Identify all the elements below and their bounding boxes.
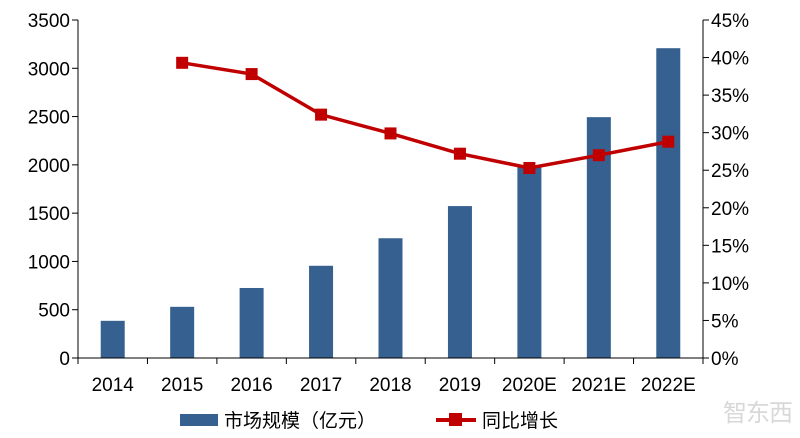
legend-line-label: 同比增长	[482, 410, 559, 432]
growth-marker-2020E	[523, 161, 536, 174]
legend: 市场规模（亿元） 同比增长	[180, 406, 558, 433]
right-tick-label: 25%	[711, 161, 749, 182]
growth-marker-2021E	[592, 149, 605, 162]
right-tick-label: 40%	[711, 49, 749, 70]
bar-2015	[170, 306, 195, 358]
left-tick-label: 3500	[28, 11, 70, 32]
legend-line-swatch	[436, 412, 477, 426]
left-tick-label: 1000	[28, 252, 70, 273]
growth-marker-2015	[176, 56, 189, 69]
left-tick-label: 0	[59, 349, 70, 370]
bar-2016	[239, 287, 264, 358]
right-tick-label: 10%	[711, 274, 749, 295]
legend-bar-label: 市场规模（亿元）	[224, 410, 377, 432]
x-tick-label: 2021E	[571, 375, 626, 396]
bar-2014	[100, 320, 125, 358]
right-tick-label: 5%	[711, 311, 739, 332]
watermark: 智东西	[723, 399, 793, 427]
bar-2022E	[656, 48, 681, 359]
x-tick-label: 2015	[161, 375, 203, 396]
bar-2018	[378, 238, 403, 358]
right-tick-label: 15%	[711, 236, 749, 257]
legend-bar-swatch	[180, 413, 218, 426]
growth-marker-2017	[315, 108, 328, 121]
right-tick-label: 0%	[711, 349, 739, 370]
x-tick-label: 2018	[369, 375, 411, 396]
left-tick-label: 2000	[28, 156, 70, 177]
right-tick-label: 20%	[711, 199, 749, 220]
x-tick-label: 2020E	[502, 375, 557, 396]
x-tick-label: 2022E	[641, 375, 696, 396]
x-tick-label: 2014	[92, 375, 135, 396]
growth-marker-2022E	[662, 135, 675, 148]
growth-marker-2019	[453, 147, 466, 160]
x-tick-label: 2017	[300, 375, 342, 396]
right-tick-label: 45%	[711, 11, 749, 32]
left-tick-label: 3000	[28, 59, 70, 80]
growth-marker-2018	[384, 127, 397, 140]
bar-2019	[447, 206, 472, 358]
right-tick-label: 35%	[711, 86, 749, 107]
bar-2017	[309, 265, 334, 358]
growth-line	[181, 61, 669, 170]
x-tick-label: 2019	[439, 375, 481, 396]
growth-marker-2016	[245, 68, 258, 81]
left-tick-label: 500	[38, 301, 70, 322]
right-tick-label: 30%	[711, 124, 749, 145]
left-tick-label: 1500	[28, 204, 70, 225]
bar-2020E	[517, 166, 542, 358]
x-tick-label: 2016	[230, 375, 272, 396]
left-tick-label: 2500	[28, 108, 70, 129]
